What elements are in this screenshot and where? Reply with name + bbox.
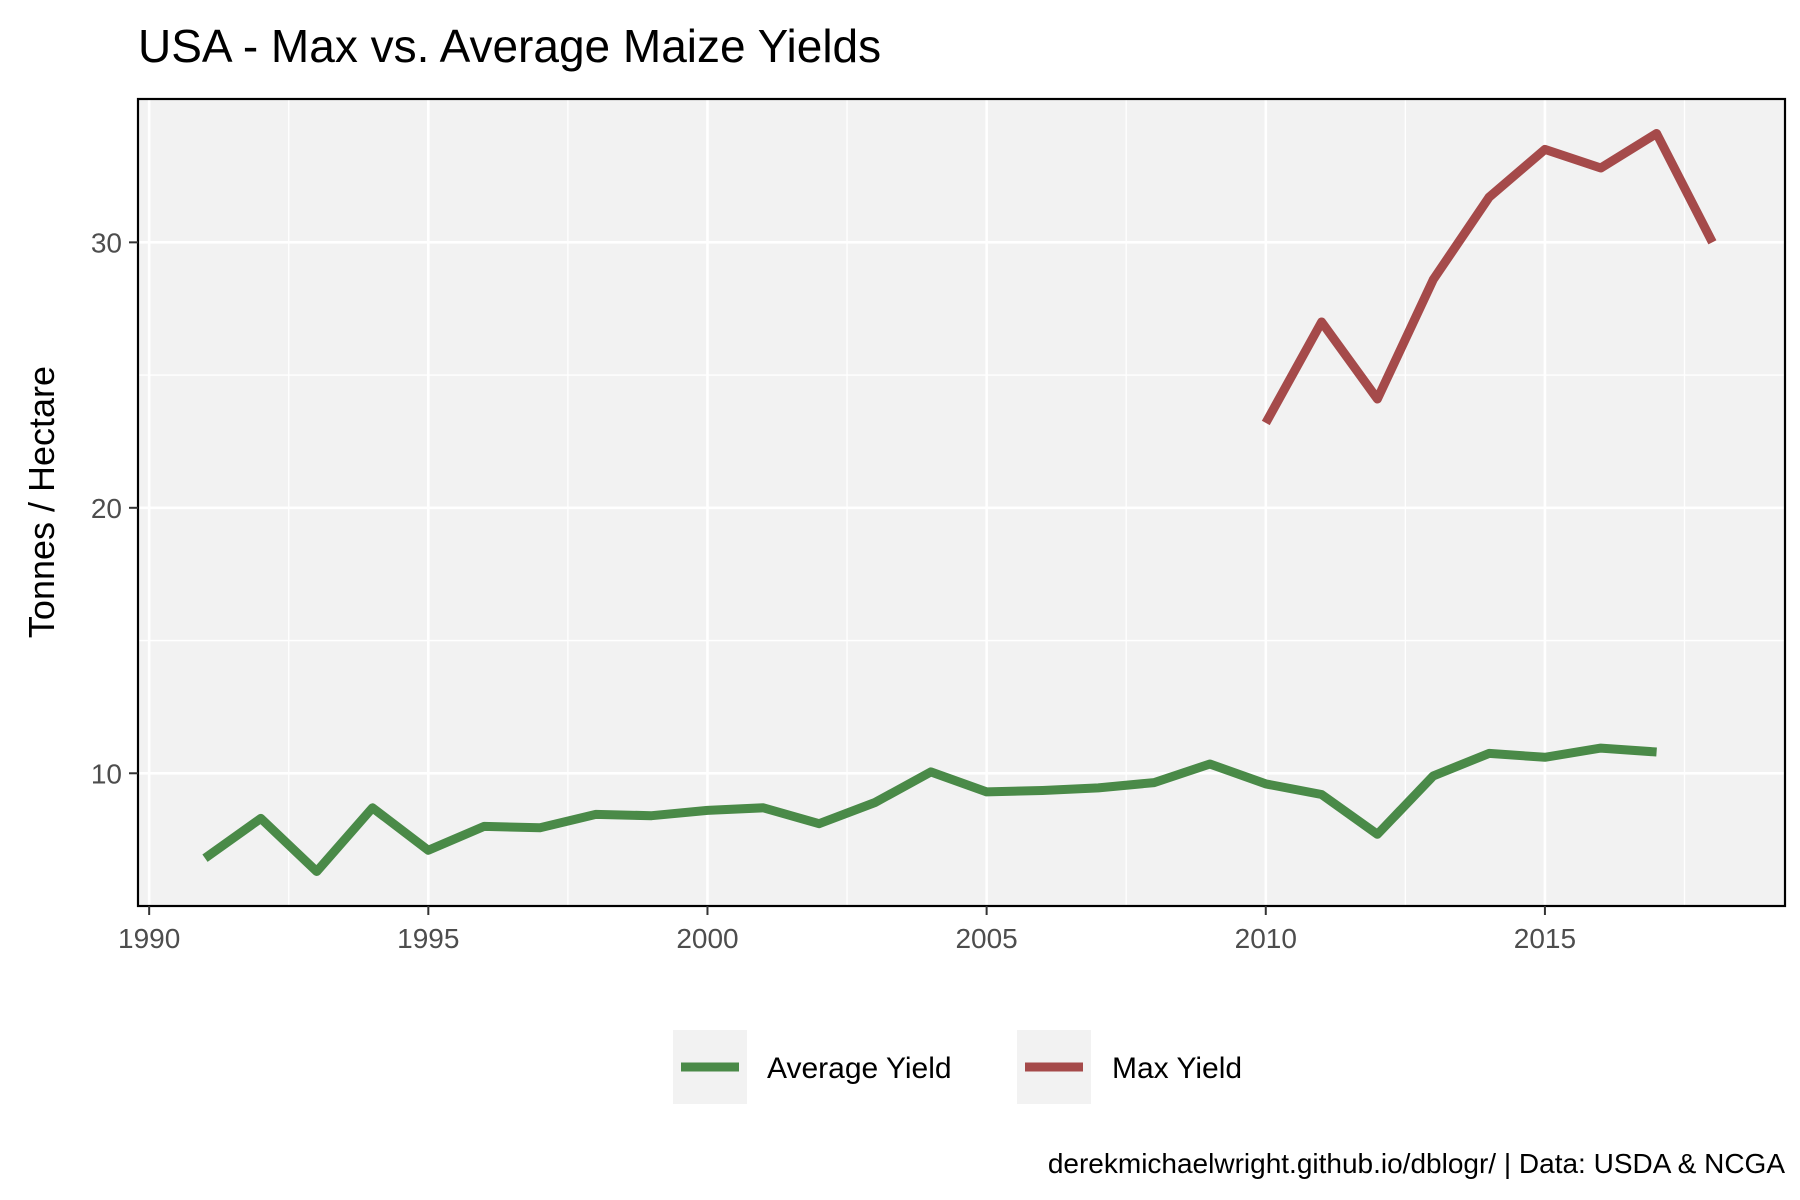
x-tick-label: 2005	[955, 923, 1017, 954]
caption: derekmichaelwright.github.io/dblogr/ | D…	[1048, 1148, 1785, 1179]
plot-panel	[138, 99, 1785, 906]
legend-label-max-yield: Max Yield	[1112, 1052, 1242, 1085]
y-tick-label: 20	[91, 493, 122, 524]
legend-label-average-yield: Average Yield	[767, 1052, 952, 1085]
y-tick-label: 10	[91, 758, 122, 789]
x-tick-label: 2000	[676, 923, 738, 954]
legend: Average Yield Max Yield	[673, 1030, 1242, 1104]
y-axis-title: Tonnes / Hectare	[21, 366, 62, 638]
x-tick-label: 2010	[1235, 923, 1297, 954]
chart-title: USA - Max vs. Average Maize Yields	[138, 20, 881, 72]
x-axis: 1990 1995 2000 2005 2010 2015	[118, 906, 1576, 954]
grid-lines	[138, 99, 1785, 906]
y-tick-label: 30	[91, 227, 122, 258]
plot-border	[136, 97, 1787, 908]
y-axis: 10 20 30	[91, 227, 138, 789]
x-tick-label: 1990	[118, 923, 180, 954]
x-tick-label: 1995	[397, 923, 459, 954]
series-line-average-yield	[202, 743, 1657, 876]
series-lines	[202, 129, 1717, 876]
series-line-max-yield	[1261, 129, 1717, 426]
x-tick-label: 2015	[1514, 923, 1576, 954]
